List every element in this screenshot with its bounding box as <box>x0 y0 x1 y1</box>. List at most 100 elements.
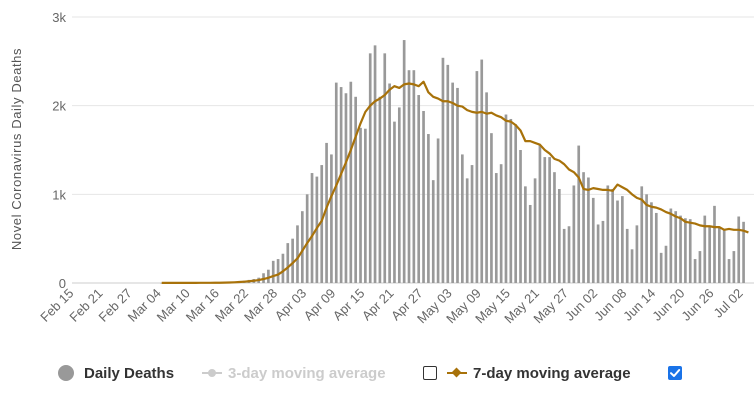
daily-deaths-bar[interactable] <box>412 70 416 283</box>
daily-deaths-bar[interactable] <box>640 186 644 283</box>
daily-deaths-bar[interactable] <box>281 253 285 283</box>
daily-deaths-bar[interactable] <box>688 219 692 283</box>
daily-deaths-bar[interactable] <box>388 83 391 284</box>
daily-deaths-bar[interactable] <box>538 144 542 283</box>
daily-deaths-bar[interactable] <box>305 194 309 283</box>
daily-deaths-bar[interactable] <box>616 200 619 283</box>
daily-deaths-bar[interactable] <box>393 121 396 283</box>
daily-deaths-bar[interactable] <box>519 150 522 283</box>
daily-deaths-bar[interactable] <box>291 238 294 283</box>
daily-deaths-bar[interactable] <box>364 128 367 283</box>
seven-day-average-path[interactable] <box>161 80 749 285</box>
daily-deaths-bar[interactable] <box>271 260 275 283</box>
daily-deaths-bar[interactable] <box>693 259 697 283</box>
daily-deaths-bar[interactable] <box>742 221 745 283</box>
daily-deaths-bar[interactable] <box>296 225 299 283</box>
daily-deaths-bar[interactable] <box>601 220 605 283</box>
daily-deaths-bar[interactable] <box>490 133 493 283</box>
daily-deaths-bar[interactable] <box>553 172 556 283</box>
daily-deaths-bar[interactable] <box>475 71 479 283</box>
daily-deaths-bar[interactable] <box>645 194 648 283</box>
daily-deaths-bar[interactable] <box>368 53 372 283</box>
daily-deaths-bar[interactable] <box>504 114 508 283</box>
daily-deaths-bar[interactable] <box>625 228 629 283</box>
daily-deaths-bar[interactable] <box>732 251 736 283</box>
daily-deaths-bar[interactable] <box>422 110 425 284</box>
daily-deaths-bar[interactable] <box>713 205 716 283</box>
checkbox-3-day-average[interactable] <box>423 366 437 380</box>
daily-deaths-bar[interactable] <box>737 216 741 284</box>
daily-deaths-bar[interactable] <box>286 243 290 283</box>
daily-deaths-bar[interactable] <box>528 204 532 283</box>
daily-deaths-bar[interactable] <box>722 229 726 283</box>
daily-deaths-bar[interactable] <box>276 259 280 283</box>
daily-deaths-bar[interactable] <box>557 189 561 283</box>
daily-deaths-bar[interactable] <box>373 45 377 284</box>
daily-deaths-bar[interactable] <box>480 59 484 284</box>
daily-deaths-bar[interactable] <box>654 212 658 283</box>
daily-deaths-bar[interactable] <box>567 226 571 283</box>
daily-deaths-bar[interactable] <box>698 251 702 283</box>
daily-deaths-bar[interactable] <box>354 96 357 283</box>
daily-deaths-bar[interactable] <box>494 173 498 283</box>
daily-deaths-bar[interactable] <box>465 178 469 283</box>
daily-deaths-bar[interactable] <box>310 173 314 283</box>
daily-deaths-bar[interactable] <box>509 118 513 283</box>
daily-deaths-bar[interactable] <box>441 57 445 283</box>
legend-item-daily-deaths[interactable]: Daily Deaths <box>58 362 174 384</box>
daily-deaths-bar[interactable] <box>587 177 590 283</box>
daily-deaths-bar[interactable] <box>727 259 731 283</box>
legend-item-7-day-average[interactable]: 7-day moving average <box>447 362 631 384</box>
daily-deaths-bar[interactable] <box>659 252 663 283</box>
legend-item-3-day-average[interactable]: 3-day moving average <box>202 362 386 384</box>
daily-deaths-bar[interactable] <box>562 228 566 283</box>
daily-deaths-bar[interactable] <box>650 202 653 283</box>
daily-deaths-bar[interactable] <box>679 215 682 283</box>
daily-deaths-bar[interactable] <box>635 225 639 283</box>
daily-deaths-bar[interactable] <box>160 282 164 284</box>
daily-deaths-bar[interactable] <box>325 142 328 283</box>
daily-deaths-bar[interactable] <box>718 228 721 283</box>
daily-deaths-bar[interactable] <box>470 165 474 283</box>
daily-deaths-bar[interactable] <box>572 185 576 283</box>
checkbox-7-day-average[interactable] <box>668 366 682 380</box>
daily-deaths-bar[interactable] <box>596 224 600 283</box>
daily-deaths-bar[interactable] <box>499 164 503 283</box>
daily-deaths-bar[interactable] <box>669 208 673 283</box>
daily-deaths-bar[interactable] <box>446 64 450 283</box>
daily-deaths-bar[interactable] <box>431 180 435 283</box>
daily-deaths-bar[interactable] <box>451 82 454 283</box>
daily-deaths-bar[interactable] <box>397 107 401 283</box>
daily-deaths-bar[interactable] <box>630 249 634 283</box>
daily-deaths-bar[interactable] <box>378 96 382 283</box>
daily-deaths-bar[interactable] <box>402 40 406 283</box>
daily-deaths-bar[interactable] <box>344 93 348 283</box>
daily-deaths-bar[interactable] <box>621 196 624 283</box>
daily-deaths-bar[interactable] <box>320 165 324 283</box>
daily-deaths-bar[interactable] <box>359 127 362 283</box>
daily-deaths-bar[interactable] <box>485 92 488 284</box>
daily-deaths-bar[interactable] <box>606 185 610 283</box>
daily-deaths-bar[interactable] <box>267 269 270 283</box>
daily-deaths-bar[interactable] <box>582 172 585 283</box>
daily-deaths-bar[interactable] <box>664 245 668 283</box>
daily-deaths-bar[interactable] <box>330 154 333 283</box>
daily-deaths-bar[interactable] <box>684 218 687 283</box>
daily-deaths-bar[interactable] <box>436 138 440 283</box>
daily-deaths-bar[interactable] <box>674 211 678 283</box>
daily-deaths-bar[interactable] <box>708 226 711 283</box>
daily-deaths-bar[interactable] <box>300 211 304 283</box>
daily-deaths-bar[interactable] <box>524 186 527 283</box>
daily-deaths-bar[interactable] <box>383 53 387 283</box>
daily-deaths-bar[interactable] <box>533 178 537 283</box>
daily-deaths-bar[interactable] <box>611 189 614 283</box>
daily-deaths-bar[interactable] <box>548 157 551 283</box>
daily-deaths-bar[interactable] <box>417 95 421 283</box>
daily-deaths-bar[interactable] <box>543 157 547 283</box>
daily-deaths-bar[interactable] <box>349 81 353 283</box>
daily-deaths-bar[interactable] <box>703 215 707 283</box>
daily-deaths-bar[interactable] <box>577 145 581 283</box>
daily-deaths-bar[interactable] <box>339 87 343 283</box>
daily-deaths-bar[interactable] <box>407 70 411 283</box>
daily-deaths-bar[interactable] <box>456 87 459 284</box>
